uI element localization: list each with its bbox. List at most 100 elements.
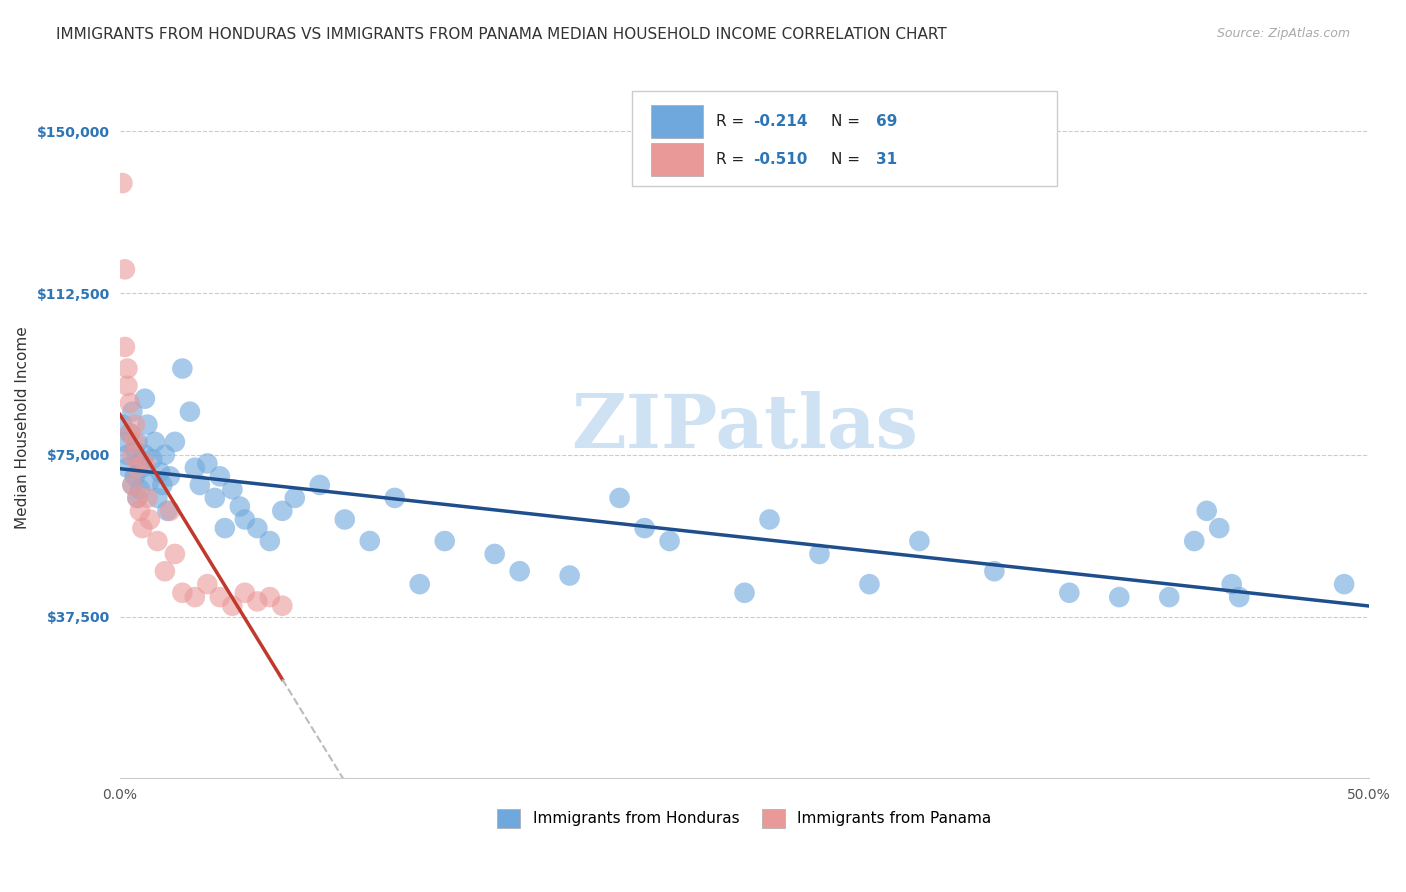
Point bbox=[127, 491, 149, 505]
Point bbox=[163, 547, 186, 561]
Point bbox=[129, 504, 152, 518]
Point bbox=[908, 534, 931, 549]
Point bbox=[136, 491, 159, 505]
Point bbox=[658, 534, 681, 549]
Point bbox=[734, 586, 756, 600]
Point bbox=[259, 534, 281, 549]
Point bbox=[118, 426, 141, 441]
Point bbox=[184, 460, 207, 475]
Point bbox=[409, 577, 432, 591]
Point bbox=[141, 452, 163, 467]
Text: R =: R = bbox=[716, 114, 749, 129]
Point bbox=[131, 521, 153, 535]
Point bbox=[233, 586, 256, 600]
Point bbox=[179, 405, 201, 419]
Point bbox=[221, 599, 243, 613]
Point bbox=[384, 491, 406, 505]
Point bbox=[1059, 586, 1081, 600]
Point bbox=[558, 568, 581, 582]
Text: IMMIGRANTS FROM HONDURAS VS IMMIGRANTS FROM PANAMA MEDIAN HOUSEHOLD INCOME CORRE: IMMIGRANTS FROM HONDURAS VS IMMIGRANTS F… bbox=[56, 27, 948, 42]
Point bbox=[1333, 577, 1355, 591]
Point bbox=[146, 491, 169, 505]
Point bbox=[246, 594, 269, 608]
Point bbox=[333, 512, 356, 526]
Point bbox=[1108, 590, 1130, 604]
Point bbox=[271, 599, 294, 613]
Text: -0.510: -0.510 bbox=[754, 152, 807, 167]
Point bbox=[359, 534, 381, 549]
Point bbox=[172, 586, 194, 600]
Point bbox=[111, 417, 134, 432]
Point bbox=[134, 448, 156, 462]
Point bbox=[121, 448, 143, 462]
Text: Source: ZipAtlas.com: Source: ZipAtlas.com bbox=[1216, 27, 1350, 40]
Point bbox=[195, 577, 218, 591]
FancyBboxPatch shape bbox=[633, 92, 1057, 186]
Point bbox=[134, 392, 156, 406]
Point bbox=[214, 521, 236, 535]
Point bbox=[221, 483, 243, 497]
Point bbox=[609, 491, 631, 505]
Point bbox=[114, 434, 136, 449]
Point bbox=[127, 460, 149, 475]
FancyBboxPatch shape bbox=[651, 144, 703, 176]
Point bbox=[208, 469, 231, 483]
Point bbox=[139, 474, 162, 488]
Point bbox=[111, 176, 134, 190]
Text: N =: N = bbox=[831, 114, 865, 129]
Point bbox=[858, 577, 880, 591]
Point bbox=[159, 504, 181, 518]
Point bbox=[156, 504, 179, 518]
Point bbox=[143, 434, 166, 449]
Point bbox=[433, 534, 456, 549]
Point bbox=[127, 434, 149, 449]
Text: -0.214: -0.214 bbox=[754, 114, 808, 129]
Point bbox=[139, 512, 162, 526]
Point bbox=[633, 521, 655, 535]
Point bbox=[159, 469, 181, 483]
Point bbox=[121, 478, 143, 492]
Point bbox=[172, 361, 194, 376]
Point bbox=[136, 417, 159, 432]
Point bbox=[118, 426, 141, 441]
Point bbox=[131, 460, 153, 475]
Point bbox=[284, 491, 307, 505]
Point bbox=[150, 478, 173, 492]
Point bbox=[195, 457, 218, 471]
Point bbox=[124, 443, 146, 458]
Point bbox=[117, 460, 139, 475]
Point bbox=[308, 478, 330, 492]
Point bbox=[153, 564, 176, 578]
Y-axis label: Median Household Income: Median Household Income bbox=[15, 326, 30, 529]
Point bbox=[808, 547, 831, 561]
Point bbox=[117, 448, 139, 462]
Point bbox=[124, 434, 146, 449]
Point bbox=[114, 340, 136, 354]
Point bbox=[246, 521, 269, 535]
Point bbox=[188, 478, 211, 492]
Point bbox=[146, 534, 169, 549]
Point bbox=[118, 396, 141, 410]
Point bbox=[509, 564, 531, 578]
Point bbox=[117, 361, 139, 376]
Text: R =: R = bbox=[716, 152, 749, 167]
Point bbox=[163, 434, 186, 449]
Point bbox=[758, 512, 780, 526]
Point bbox=[259, 590, 281, 604]
Point bbox=[229, 500, 252, 514]
Point bbox=[134, 457, 156, 471]
Point bbox=[121, 405, 143, 419]
Legend: Immigrants from Honduras, Immigrants from Panama: Immigrants from Honduras, Immigrants fro… bbox=[491, 803, 998, 834]
Point bbox=[129, 483, 152, 497]
Point bbox=[983, 564, 1005, 578]
Point bbox=[153, 448, 176, 462]
Point bbox=[484, 547, 506, 561]
Point bbox=[204, 491, 226, 505]
Point bbox=[1208, 521, 1230, 535]
Point bbox=[1220, 577, 1243, 591]
Point bbox=[127, 491, 149, 505]
Point bbox=[129, 457, 152, 471]
Point bbox=[114, 262, 136, 277]
Point bbox=[208, 590, 231, 604]
Text: N =: N = bbox=[831, 152, 865, 167]
